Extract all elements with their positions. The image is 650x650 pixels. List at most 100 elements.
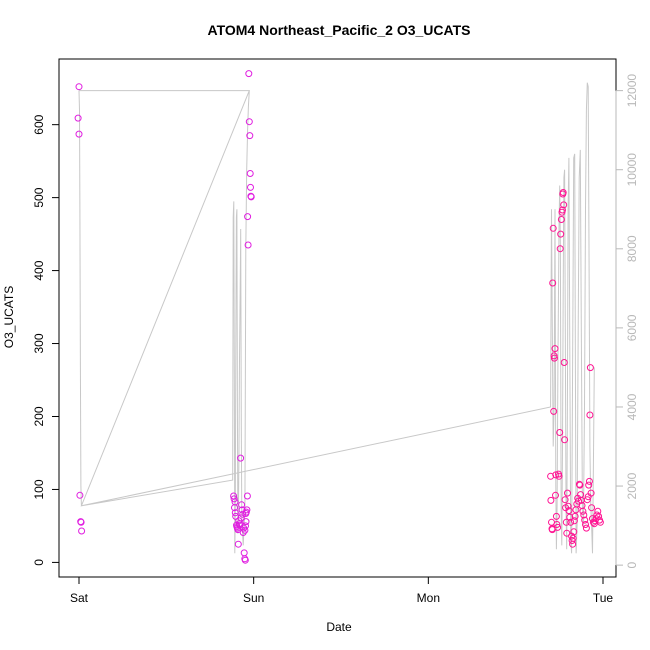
data-point: [242, 518, 250, 526]
data-point: [243, 506, 251, 514]
data-point: [550, 354, 558, 362]
plot-frame: [58, 58, 617, 578]
data-point: [596, 518, 604, 526]
data-point: [238, 506, 246, 514]
data-point: [239, 529, 247, 536]
data-point: [569, 534, 577, 542]
y-tick-label: 0: [32, 559, 46, 566]
data-point: [565, 507, 573, 515]
data-point: [76, 491, 84, 499]
data-point: [580, 511, 588, 519]
y-axis-right: 0 2000 4000 6000 8000 10000 12000: [615, 74, 639, 568]
y-tick-label: 500: [32, 187, 46, 207]
y-tick-label: 100: [32, 479, 46, 499]
altitude-line-layer: [78, 82, 595, 554]
data-point: [581, 516, 589, 524]
x-tick-label: Sat: [70, 591, 89, 605]
data-point: [569, 540, 577, 548]
y2-tick-label: 12000: [625, 74, 639, 108]
data-point: [570, 528, 578, 536]
data-point: [555, 472, 563, 480]
data-point: [585, 481, 593, 489]
data-point: [586, 411, 594, 419]
data-point: [549, 224, 557, 232]
data-point: [240, 549, 248, 557]
data-point: [246, 132, 254, 140]
data-point: [585, 477, 593, 485]
y2-tick-label: 8000: [625, 235, 639, 262]
data-points-layer: [74, 70, 604, 564]
data-point: [583, 496, 591, 504]
data-point: [237, 514, 245, 522]
data-point: [576, 481, 584, 489]
data-point: [243, 492, 251, 500]
data-point: [579, 507, 587, 515]
data-point: [564, 489, 571, 497]
y2-tick-label: 0: [625, 561, 639, 568]
data-point: [559, 189, 567, 196]
data-point: [552, 491, 559, 499]
x-axis-label: Date: [326, 620, 352, 634]
data-point: [594, 507, 602, 515]
data-point: [567, 518, 575, 526]
y2-tick-label: 2000: [625, 472, 639, 499]
data-point: [557, 230, 565, 238]
y-tick-label: 600: [32, 114, 46, 134]
y-tick-label: 300: [32, 333, 46, 353]
data-point: [560, 359, 568, 366]
x-tick-label: Mon: [417, 591, 440, 605]
x-tick-label: Tue: [593, 591, 614, 605]
data-point: [241, 556, 249, 564]
data-point: [237, 454, 245, 462]
y-tick-label: 400: [32, 260, 46, 280]
data-point: [231, 509, 239, 517]
y2-tick-label: 6000: [625, 314, 639, 341]
data-point: [74, 114, 82, 122]
data-point: [564, 502, 572, 510]
data-point: [247, 183, 254, 191]
data-point: [588, 504, 596, 512]
data-point: [557, 216, 565, 223]
data-point: [244, 241, 252, 249]
data-point: [553, 521, 561, 528]
data-point: [245, 118, 253, 126]
data-point: [247, 193, 255, 201]
data-point: [556, 429, 564, 436]
data-point: [551, 345, 559, 353]
data-point: [571, 512, 579, 520]
chart-title: ATOM4 Northeast_Pacific_2 O3_UCATS: [208, 22, 471, 38]
data-point: [77, 518, 85, 526]
data-point: [78, 527, 86, 535]
data-point: [556, 245, 564, 253]
data-point: [570, 517, 578, 525]
data-point: [566, 513, 574, 521]
data-point: [562, 518, 570, 526]
data-point: [586, 364, 594, 372]
data-point: [242, 522, 249, 530]
data-point: [244, 213, 252, 221]
x-tick-label: Sun: [243, 591, 264, 605]
data-point: [582, 524, 590, 532]
data-point: [549, 279, 557, 287]
data-point: [582, 521, 589, 528]
y-axis-left: 0 100 200 300 400 500 600: [32, 114, 60, 566]
data-point: [561, 496, 569, 504]
data-point: [559, 206, 566, 214]
data-point: [554, 523, 562, 531]
data-point: [245, 70, 253, 78]
data-point: [547, 496, 555, 504]
data-point: [234, 540, 242, 548]
data-point: [246, 170, 254, 177]
data-point: [587, 489, 595, 497]
x-axis: Sat Sun Mon Tue: [70, 576, 614, 605]
data-point: [550, 407, 558, 415]
altitude-line: [78, 82, 595, 554]
data-point: [547, 472, 555, 480]
data-point: [75, 83, 83, 91]
data-point: [561, 436, 569, 444]
data-point: [560, 201, 568, 209]
data-point: [238, 501, 246, 509]
y2-tick-label: 10000: [625, 153, 639, 187]
